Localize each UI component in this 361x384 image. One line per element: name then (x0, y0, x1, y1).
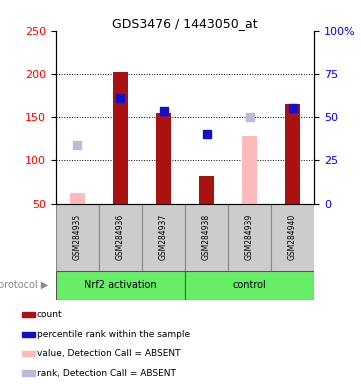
Text: value, Detection Call = ABSENT: value, Detection Call = ABSENT (37, 349, 180, 358)
Bar (99, 204, 142, 271)
Bar (271, 204, 314, 271)
Text: GSM284936: GSM284936 (116, 214, 125, 260)
Point (204, 131, 209, 137)
Bar (56, 204, 99, 271)
Bar (285, 104, 300, 204)
Bar (22, 332, 35, 337)
Point (75, 142, 81, 148)
Text: count: count (37, 310, 62, 319)
Bar (113, 72, 128, 204)
Text: GSM284935: GSM284935 (73, 214, 82, 260)
Text: percentile rank within the sample: percentile rank within the sample (37, 329, 190, 339)
Bar (70, 193, 85, 204)
Text: Nrf2 activation: Nrf2 activation (84, 280, 157, 290)
Bar (185, 204, 228, 271)
Bar (156, 113, 171, 204)
Bar (185, 271, 314, 300)
Bar (199, 176, 214, 204)
Bar (22, 371, 35, 376)
Bar (56, 271, 185, 300)
Text: GSM284938: GSM284938 (202, 214, 211, 260)
Text: control: control (233, 280, 266, 290)
Bar (22, 312, 35, 317)
Point (161, 108, 166, 114)
Text: rank, Detection Call = ABSENT: rank, Detection Call = ABSENT (37, 369, 176, 377)
Point (290, 106, 295, 112)
Bar (22, 351, 35, 356)
Point (118, 95, 123, 101)
Bar (242, 136, 257, 204)
Title: GDS3476 / 1443050_at: GDS3476 / 1443050_at (112, 17, 258, 30)
Bar (228, 204, 271, 271)
Bar (142, 204, 185, 271)
Text: GSM284939: GSM284939 (245, 214, 254, 260)
Point (247, 114, 252, 120)
Text: GSM284937: GSM284937 (159, 214, 168, 260)
Text: protocol ▶: protocol ▶ (0, 280, 49, 290)
Text: GSM284940: GSM284940 (288, 214, 297, 260)
